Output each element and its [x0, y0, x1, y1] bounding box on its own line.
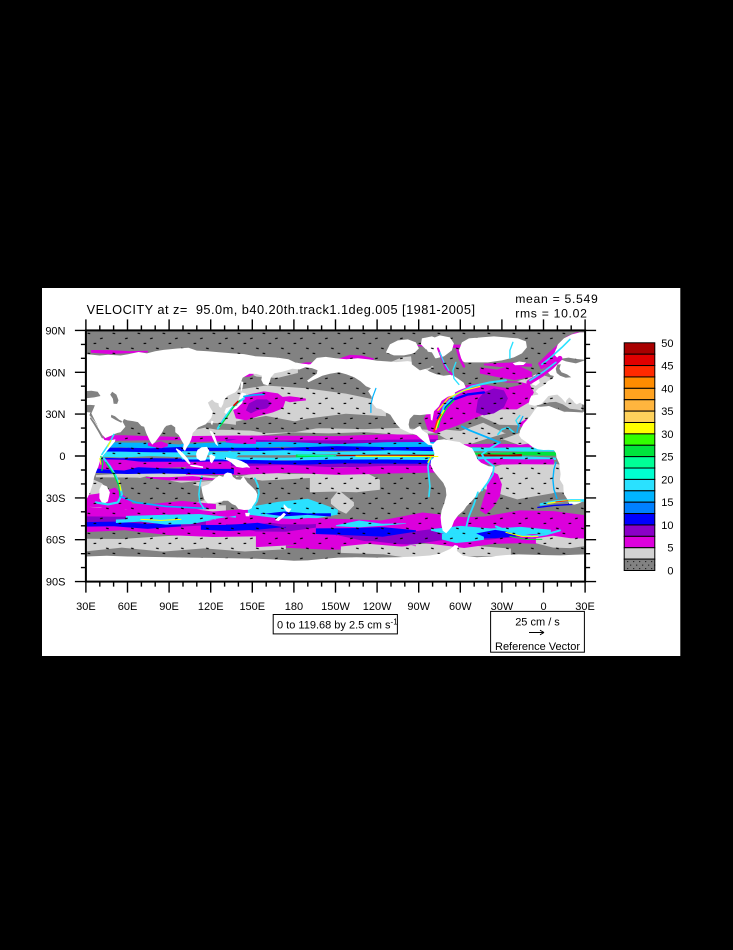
svg-text:20: 20 [661, 474, 673, 486]
svg-text:rms = 10.02: rms = 10.02 [515, 306, 587, 320]
svg-text:5: 5 [667, 543, 673, 555]
svg-text:Reference Vector: Reference Vector [495, 641, 580, 653]
svg-text:0: 0 [540, 601, 546, 613]
svg-text:45: 45 [661, 361, 673, 373]
svg-text:15: 15 [661, 497, 673, 509]
svg-text:30: 30 [661, 429, 673, 441]
svg-text:30W: 30W [491, 601, 514, 613]
svg-text:0: 0 [667, 566, 673, 578]
svg-text:35: 35 [661, 406, 673, 418]
svg-text:60S: 60S [46, 535, 66, 547]
svg-text:120W: 120W [363, 601, 392, 613]
svg-text:10: 10 [661, 520, 673, 532]
svg-text:25: 25 [661, 452, 673, 464]
svg-text:150W: 150W [321, 601, 350, 613]
svg-text:30S: 30S [46, 493, 66, 505]
svg-text:120E: 120E [198, 601, 224, 613]
svg-text:50: 50 [661, 338, 673, 350]
svg-text:0 to 119.68 by 2.5 cm s-1: 0 to 119.68 by 2.5 cm s-1 [277, 618, 398, 632]
svg-text:150E: 150E [239, 601, 265, 613]
svg-text:90S: 90S [46, 577, 66, 589]
svg-text:40: 40 [661, 383, 673, 395]
svg-text:60E: 60E [118, 601, 138, 613]
svg-text:mean = 5.549: mean = 5.549 [515, 292, 598, 306]
svg-text:60W: 60W [449, 601, 472, 613]
svg-text:90E: 90E [159, 601, 179, 613]
svg-text:180: 180 [285, 601, 303, 613]
svg-text:VELOCITY at z= 95.0m, b40.20t: VELOCITY at z= 95.0m, b40.20th.track1.1d… [87, 302, 475, 317]
svg-text:25 cm / s: 25 cm / s [515, 617, 560, 629]
svg-text:90W: 90W [407, 601, 430, 613]
svg-text:30E: 30E [575, 601, 595, 613]
svg-text:30E: 30E [76, 601, 96, 613]
svg-text:0: 0 [59, 451, 65, 463]
svg-text:90N: 90N [45, 325, 65, 337]
svg-text:60N: 60N [45, 367, 65, 379]
svg-text:30N: 30N [45, 409, 65, 421]
